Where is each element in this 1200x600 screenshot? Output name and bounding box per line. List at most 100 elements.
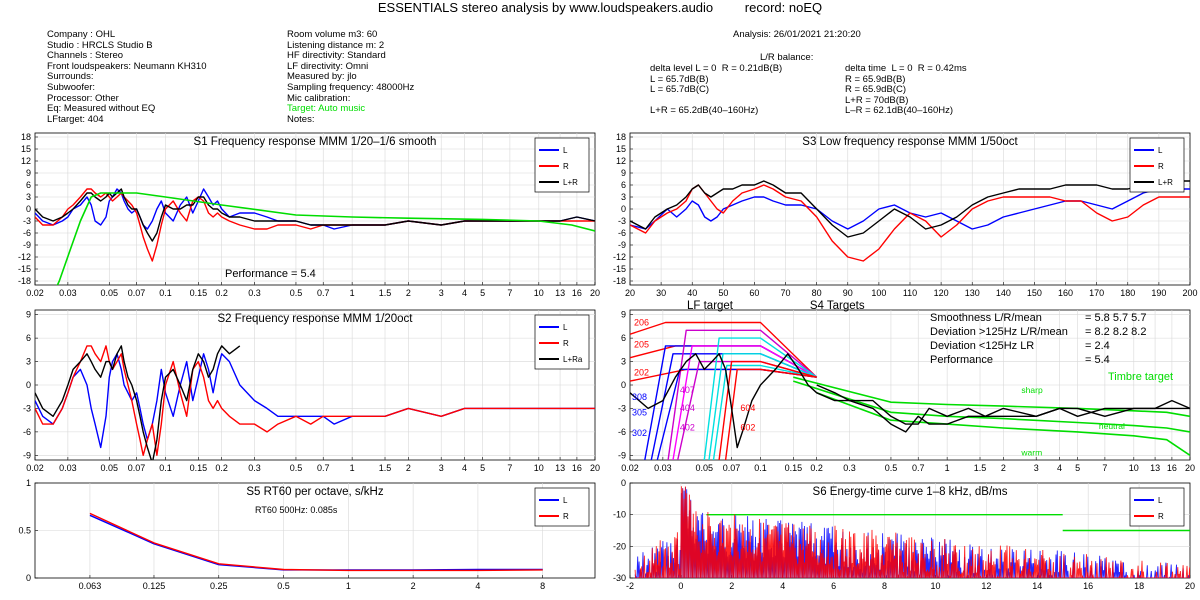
tick-label-x: 0.07 — [128, 463, 146, 473]
info-left-line: Subwoofer: — [47, 81, 96, 93]
tick-label-x: 0.1 — [159, 288, 172, 298]
tick-label-x: 0.7 — [317, 288, 330, 298]
target-label: 206 — [634, 318, 649, 328]
lr-level-block: delta level L = 0 R = 0.21dB(B) L = 65.7d… — [650, 63, 783, 117]
tick-label-x: 0.07 — [723, 463, 741, 473]
tick-label-x: 20 — [590, 463, 600, 473]
tick-label-x: 5 — [1075, 463, 1080, 473]
tick-label-x: 0.02 — [621, 463, 639, 473]
legend-label: R — [563, 162, 569, 171]
tick-label-x: 2 — [1001, 463, 1006, 473]
title-text: ESSENTIALS stereo analysis by www.loudsp… — [377, 0, 714, 15]
tick-label-y: 6 — [621, 333, 626, 343]
tick-label-y: -3 — [618, 216, 626, 226]
tick-label-x: 4 — [462, 463, 467, 473]
tick-label-x: 120 — [934, 288, 949, 298]
tick-label-y: 12 — [21, 156, 31, 166]
tick-label-y: 15 — [616, 144, 626, 154]
tick-label-y: -10 — [613, 510, 626, 520]
tick-label-x: -2 — [626, 581, 634, 591]
info-left-line: Channels : Stereo — [47, 50, 124, 62]
lr-time-line: L+R = 70dB(B) — [845, 94, 909, 106]
target-label: 604 — [740, 403, 755, 413]
chart-title: S6 Energy-time curve 1–8 kHz, dB/ms — [813, 486, 1008, 498]
tick-label-x: 1.5 — [379, 288, 392, 298]
tick-label-x: 0.5 — [885, 463, 898, 473]
tick-label-x: 110 — [903, 288, 917, 298]
tick-label-y: 15 — [21, 144, 31, 154]
info-left-line: Surrounds: — [47, 71, 94, 83]
lr-level-line: delta level L = 0 R = 0.21dB(B) — [650, 63, 783, 74]
tick-label-y: -30 — [613, 573, 626, 583]
tick-label-x: 0.3 — [248, 288, 261, 298]
tick-label-y: 0 — [621, 204, 626, 214]
series-line-604 — [718, 360, 817, 460]
legend-label: L+R — [1158, 178, 1173, 187]
tick-label-x: 0.05 — [101, 463, 119, 473]
chart-title: S4 Targets — [810, 300, 865, 312]
curve-label: warm — [1020, 447, 1042, 457]
chart-title: S3 Low frequency response MMM 1/50oct — [802, 136, 1018, 148]
tick-label-x: 100 — [871, 288, 886, 298]
series-line-sharp — [793, 376, 1190, 418]
info-left-line: LFtarget: 404 — [47, 113, 104, 125]
series-line-206 — [630, 321, 818, 378]
tick-label-x: 0.02 — [26, 463, 44, 473]
info-left-line: Front loudspeakers: Neumann KH310 — [47, 60, 207, 72]
tick-label-x: 70 — [781, 288, 791, 298]
legend-label: R — [563, 339, 569, 348]
chart-title: S2 Frequency response MMM 1/20oct — [218, 313, 414, 325]
tick-label-x: 0.2 — [215, 463, 228, 473]
tick-label-x: 7 — [507, 288, 512, 298]
series-group — [630, 180, 1190, 262]
series-line-r — [35, 345, 595, 456]
series-group — [89, 512, 543, 572]
target-label: 205 — [634, 340, 649, 350]
target-label: 202 — [634, 368, 649, 378]
tick-label-y: 9 — [26, 168, 31, 178]
tick-label-x: 20 — [625, 288, 635, 298]
legend: LR L+R — [1129, 137, 1185, 193]
info-mid-line: Mic calibration: — [287, 92, 351, 104]
info-mid-line: Listening distance m: 2 — [287, 39, 385, 51]
tick-label-x: 2 — [406, 463, 411, 473]
tick-label-y: 0 — [26, 573, 31, 583]
series-group — [634, 486, 1190, 578]
legend-label: L+Ra — [563, 355, 583, 364]
tick-label-x: 0.15 — [190, 288, 208, 298]
series-line-cyan3 — [712, 364, 817, 460]
tick-label-y: 6 — [621, 180, 626, 190]
series-line-l-ra — [35, 345, 241, 460]
panel-s2: 0.02 0.03 0.05 0.07 0.1 0.15 0.2 0.3 0.5 0.7 1 1.5 2… — [23, 309, 600, 473]
tick-label-y: -6 — [23, 228, 31, 238]
info-mid-line: Measured by: jlo — [287, 71, 357, 83]
tick-label-y: -3 — [618, 403, 626, 413]
tick-label-x: 0.07 — [128, 288, 146, 298]
tick-label-x: 200 — [1182, 288, 1197, 298]
info-left-line: Processor: Other — [47, 92, 119, 104]
record-text: record: noEQ — [744, 0, 823, 15]
curve-label: sharp — [1021, 385, 1043, 395]
tick-label-x: 0.05 — [101, 288, 119, 298]
tick-label-x: 0.03 — [654, 463, 672, 473]
tick-label-x: 1 — [945, 463, 950, 473]
series-line-404 — [672, 345, 818, 460]
tick-label-x: 0.15 — [785, 463, 803, 473]
series-group — [630, 321, 1190, 460]
series-line-cyan — [703, 337, 818, 460]
tick-label-x: 90 — [843, 288, 853, 298]
tick-label-x: 0.02 — [26, 288, 44, 298]
tick-label-x: 80 — [812, 288, 822, 298]
tick-label-x: 1.5 — [974, 463, 987, 473]
legend-label: R — [1158, 162, 1164, 171]
target-label: 602 — [740, 422, 755, 432]
tick-label-x: 10 — [534, 463, 544, 473]
lr-level-line: L = 65.7dB(C) — [650, 84, 710, 96]
chart-title: S5 RT60 per octave, s/kHz — [246, 486, 383, 498]
tick-label-y: -9 — [23, 240, 31, 250]
tick-label-x: 2 — [411, 581, 416, 591]
tick-label-y: 0 — [26, 380, 31, 390]
stat-value: = 5.4 — [1085, 354, 1110, 366]
